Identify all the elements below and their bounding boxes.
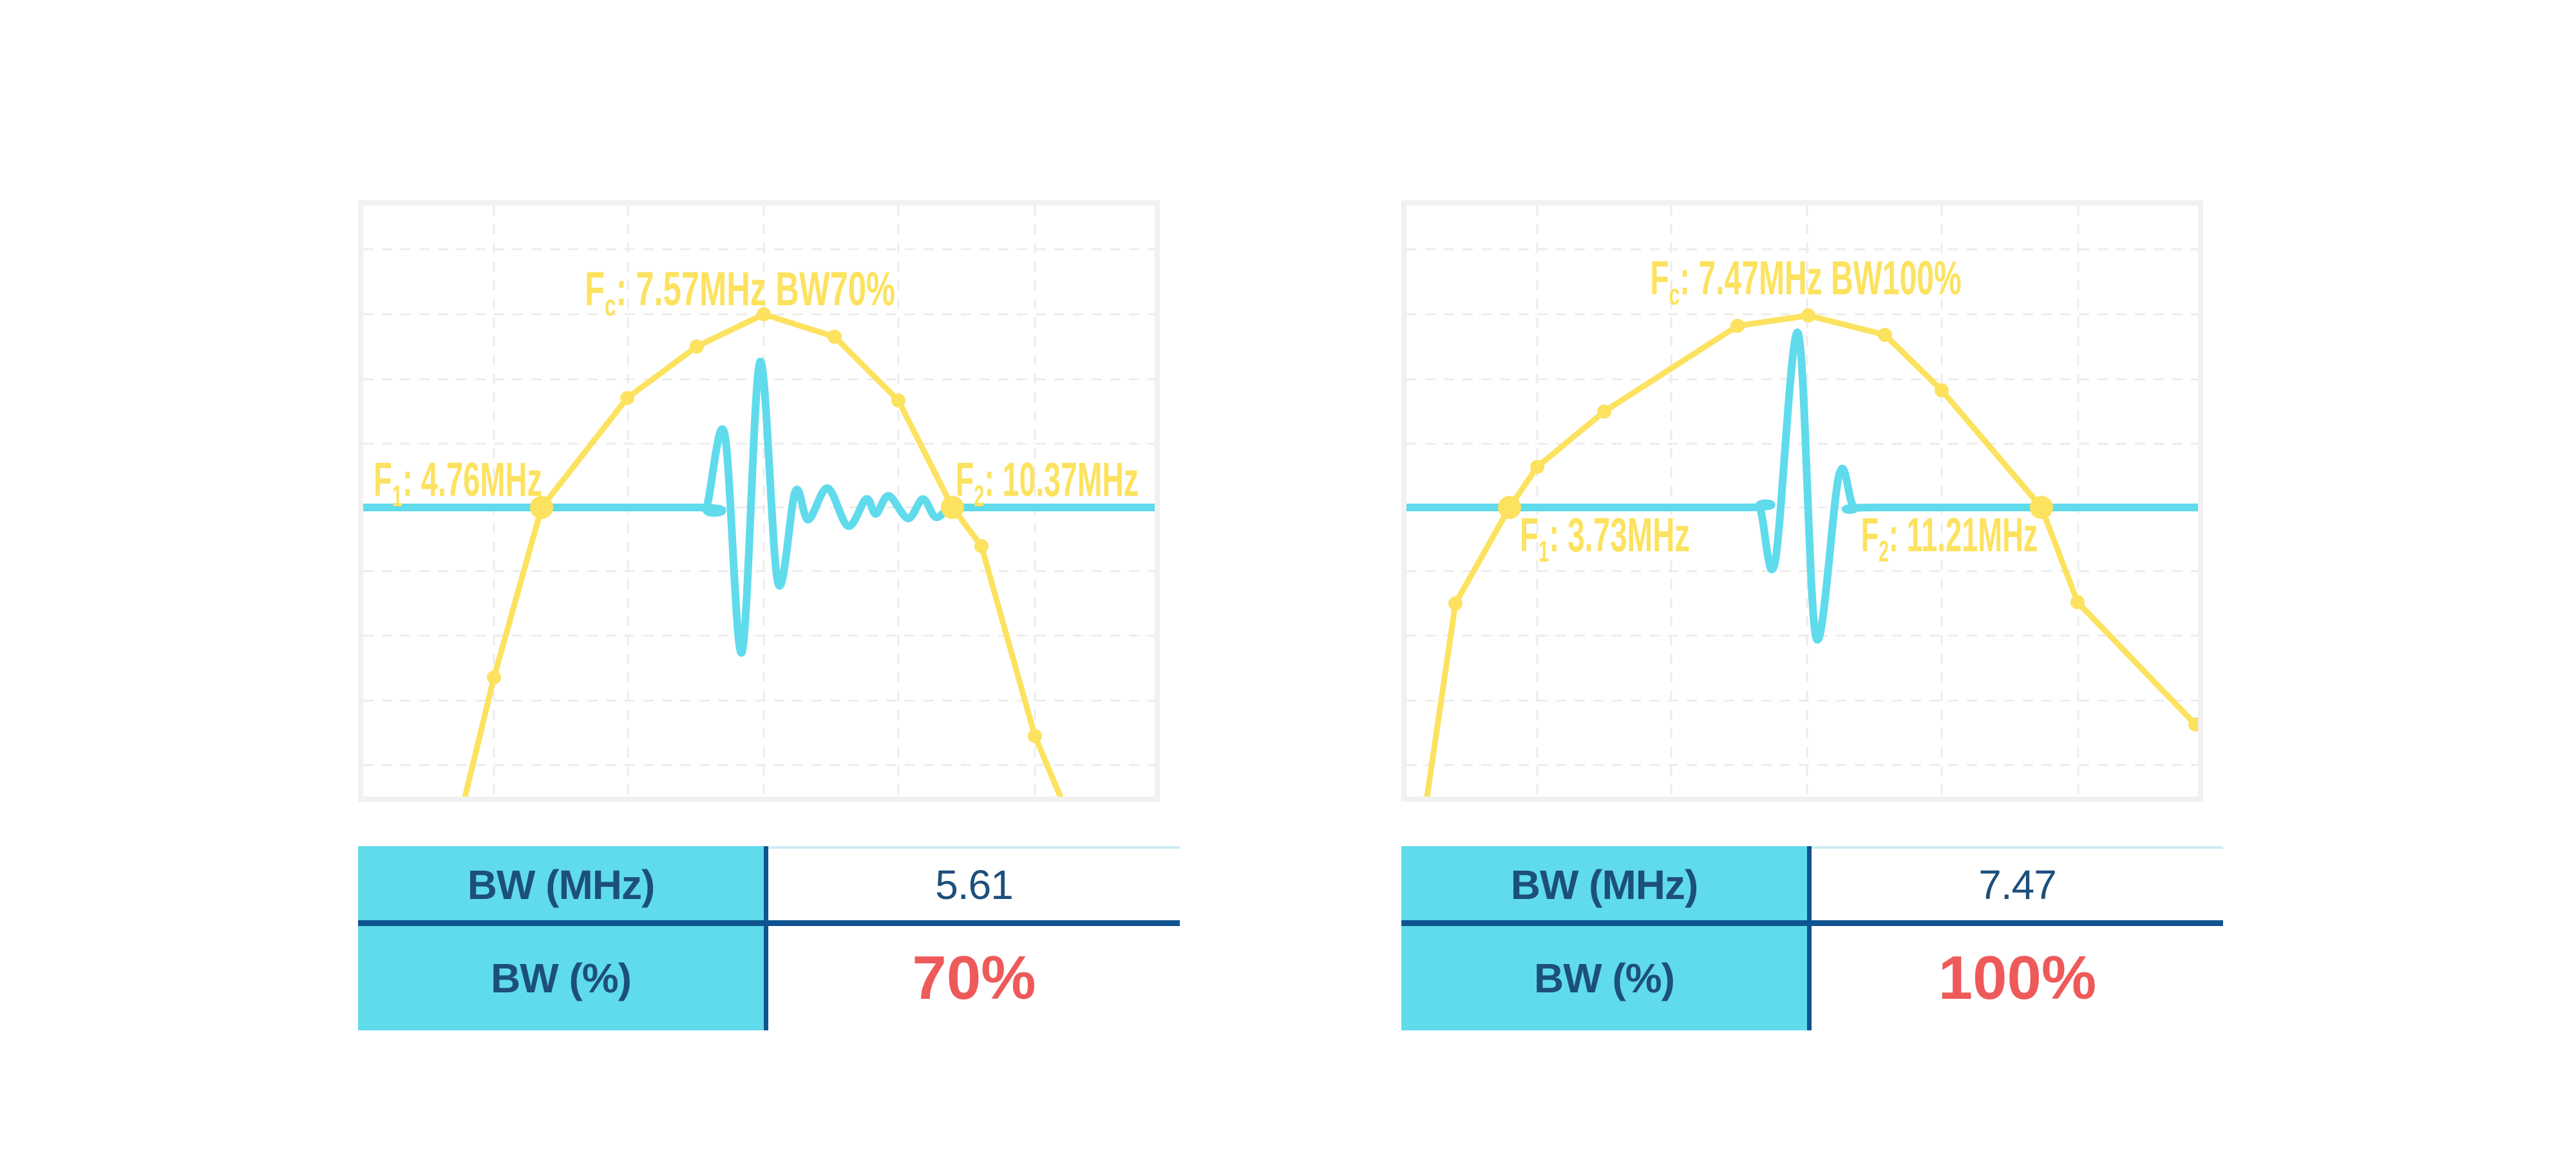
table-column-divider (764, 846, 768, 1030)
svg-text:F2: 11.21MHz: F2: 11.21MHz (1861, 507, 2038, 568)
svg-text:F1: 3.73MHz: F1: 3.73MHz (1520, 509, 1690, 569)
table-top-rule (1807, 846, 2223, 849)
table-label-column-bg (1401, 846, 1807, 1030)
table-value-bw-pct: 70% (912, 943, 1036, 1012)
table-value-bw-mhz: 7.47 (1978, 861, 2057, 908)
annotation-f2: F2: 11.21MHz (1861, 507, 2038, 568)
table-top-rule (764, 846, 1180, 849)
bandwidth-chart-bw100: Fc: 7.47MHz BW100% F1: 3.73MHz F2: 11.21MH… (1406, 205, 2198, 797)
pulse-echo-waveform (1406, 328, 2198, 644)
annotation-fc: Fc: 7.57MHz BW70% (585, 263, 895, 323)
table-column-divider (1807, 846, 1812, 1030)
table-row-divider (358, 920, 1180, 926)
bandwidth-crossing-marker (530, 496, 553, 519)
bw-table-bw70: BW (MHz) 5.61 BW (%) 70% (358, 846, 1180, 1030)
table-label-bw-pct: BW (%) (1534, 955, 1675, 1001)
panel-bw70: Fc: 7.57MHz BW70% F1: 4.76MHz F2: 10.37MHz… (358, 0, 1195, 1154)
annotation-f2: F2: 10.37MHz (956, 453, 1139, 513)
table-value-bw-pct: 100% (1938, 943, 2097, 1012)
svg-text:Fc: 7.57MHz BW70%: Fc: 7.57MHz BW70% (585, 263, 895, 323)
table-value-bw-mhz: 5.61 (935, 861, 1014, 908)
svg-text:F2: 10.37MHz: F2: 10.37MHz (956, 453, 1139, 513)
chart-frame-bw100: Fc: 7.47MHz BW100% F1: 3.73MHz F2: 11.21MH… (1401, 200, 2203, 802)
table-row-divider (1401, 920, 2223, 926)
svg-text:Fc: 7.47MHz BW100%: Fc: 7.47MHz BW100% (1650, 252, 1961, 312)
bandwidth-crossing-marker (1498, 496, 1521, 519)
bw-table-bw100: BW (MHz) 7.47 BW (%) 100% (1401, 846, 2223, 1030)
svg-text:F1: 4.76MHz: F1: 4.76MHz (374, 453, 542, 513)
annotation-f1: F1: 4.76MHz (374, 453, 542, 513)
frequency-spectrum-curve (462, 311, 1064, 797)
table-label-bw-mhz: BW (MHz) (1510, 861, 1699, 908)
bandwidth-crossing-marker (2030, 496, 2053, 519)
panel-bw100: Fc: 7.47MHz BW100% F1: 3.73MHz F2: 11.21MH… (1401, 0, 2239, 1154)
pulse-echo-waveform (363, 357, 1155, 657)
bandwidth-crossing-marker (941, 496, 964, 519)
gridlines (363, 205, 1155, 797)
table-label-column-bg (358, 846, 764, 1030)
spectrum-point-markers (487, 307, 1042, 743)
frequency-spectrum-curve (1424, 312, 2198, 797)
annotation-fc: Fc: 7.47MHz BW100% (1650, 252, 1961, 312)
annotation-f1: F1: 3.73MHz (1520, 509, 1690, 569)
table-label-bw-pct: BW (%) (491, 955, 632, 1001)
table-label-bw-mhz: BW (MHz) (467, 861, 656, 908)
bandwidth-chart-bw70: Fc: 7.57MHz BW70% F1: 4.76MHz F2: 10.37MHz (363, 205, 1155, 797)
spectrum-point-markers (1448, 308, 2198, 732)
chart-frame-bw70: Fc: 7.57MHz BW70% F1: 4.76MHz F2: 10.37MHz (358, 200, 1160, 802)
